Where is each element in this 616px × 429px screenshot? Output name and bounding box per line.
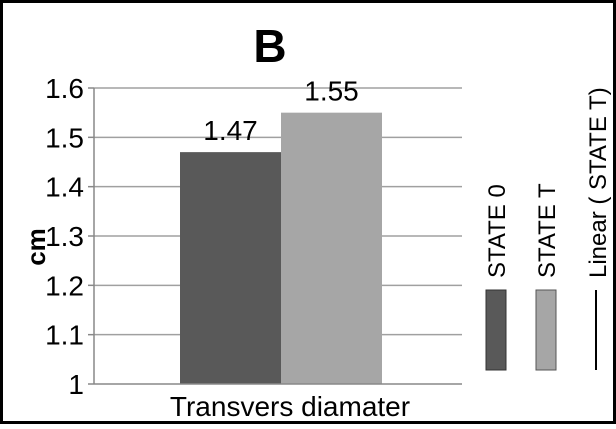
legend-label-trendline: Linear ( STATE T) — [585, 87, 612, 278]
y-axis-label: cm — [21, 228, 51, 266]
bar-state-0 — [180, 152, 281, 384]
y-tick-label: 1.2 — [45, 270, 84, 301]
data-labels: 1.47 1.55 — [203, 76, 359, 146]
y-tick-label: 1.3 — [45, 221, 84, 252]
legend-swatch-state-0 — [485, 289, 507, 371]
legend: STATE 0 STATE T Linear ( STATE T) — [484, 87, 612, 371]
panel-label: B — [253, 20, 286, 72]
y-tick-label: 1.4 — [45, 172, 84, 203]
legend-swatch-state-t — [535, 289, 557, 371]
data-label: 1.47 — [203, 115, 258, 146]
x-category-label: Transvers diamater — [170, 391, 410, 422]
y-tick-label: 1.6 — [45, 73, 84, 104]
data-label: 1.55 — [304, 76, 359, 107]
legend-label-state-t: STATE T — [534, 183, 561, 278]
bar-state-t — [281, 112, 382, 385]
y-tick-label: 1.5 — [45, 122, 84, 153]
bars — [180, 112, 382, 385]
y-tick-label: 1 — [68, 369, 84, 400]
legend-label-state-0: STATE 0 — [484, 184, 511, 278]
y-tick-label: 1.1 — [45, 320, 84, 351]
y-tick-labels: 1 1.1 1.2 1.3 1.4 1.5 1.6 — [45, 73, 94, 400]
